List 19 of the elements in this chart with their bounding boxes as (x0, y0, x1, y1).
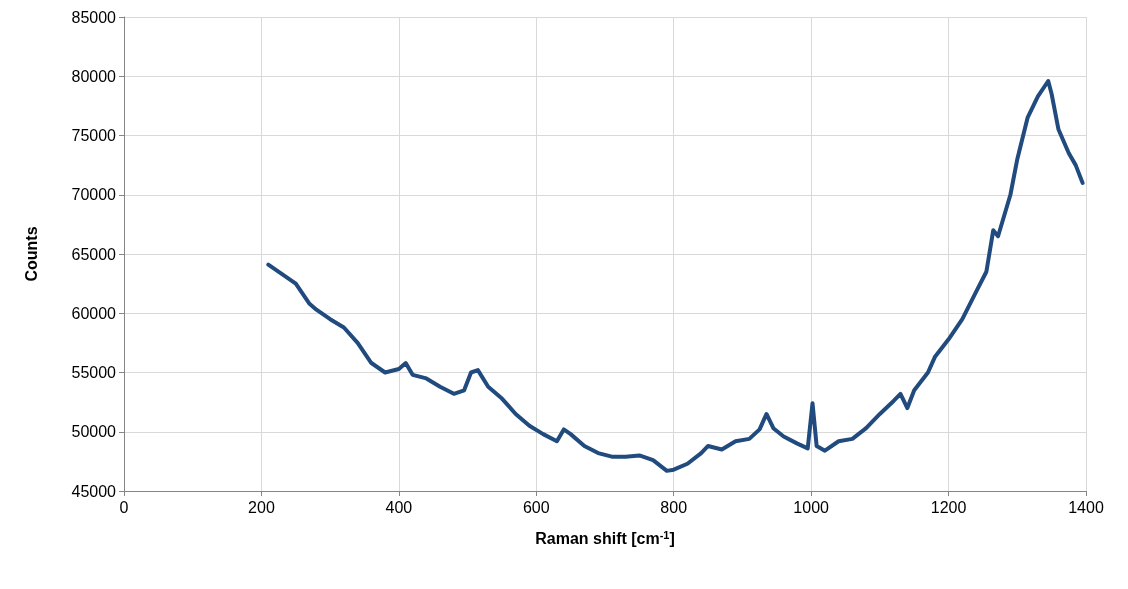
x-tick-label: 1000 (793, 498, 830, 516)
y-axis-title: Counts (22, 226, 40, 282)
x-tick-label: 1400 (1068, 498, 1104, 516)
x-tick-label: 0 (119, 498, 129, 516)
x-tick-label: 1200 (930, 498, 967, 516)
x-tick-label: 600 (522, 498, 550, 516)
x-tick-label: 200 (248, 498, 275, 516)
y-tick-label: 45000 (71, 482, 117, 500)
x-tick-label: 400 (385, 498, 413, 516)
x-tick-label: 800 (660, 498, 688, 516)
y-tick-label: 80000 (71, 67, 117, 85)
y-tick-label: 50000 (71, 423, 117, 441)
line-series (266, 78, 1085, 473)
y-tick-label: 75000 (71, 127, 117, 144)
y-tick-label: 70000 (71, 186, 117, 204)
y-tick-label: 65000 (71, 245, 117, 263)
y-tick-label: 85000 (71, 8, 117, 26)
y-tick-label: 60000 (71, 304, 117, 322)
y-tick-label: 55000 (71, 364, 117, 381)
